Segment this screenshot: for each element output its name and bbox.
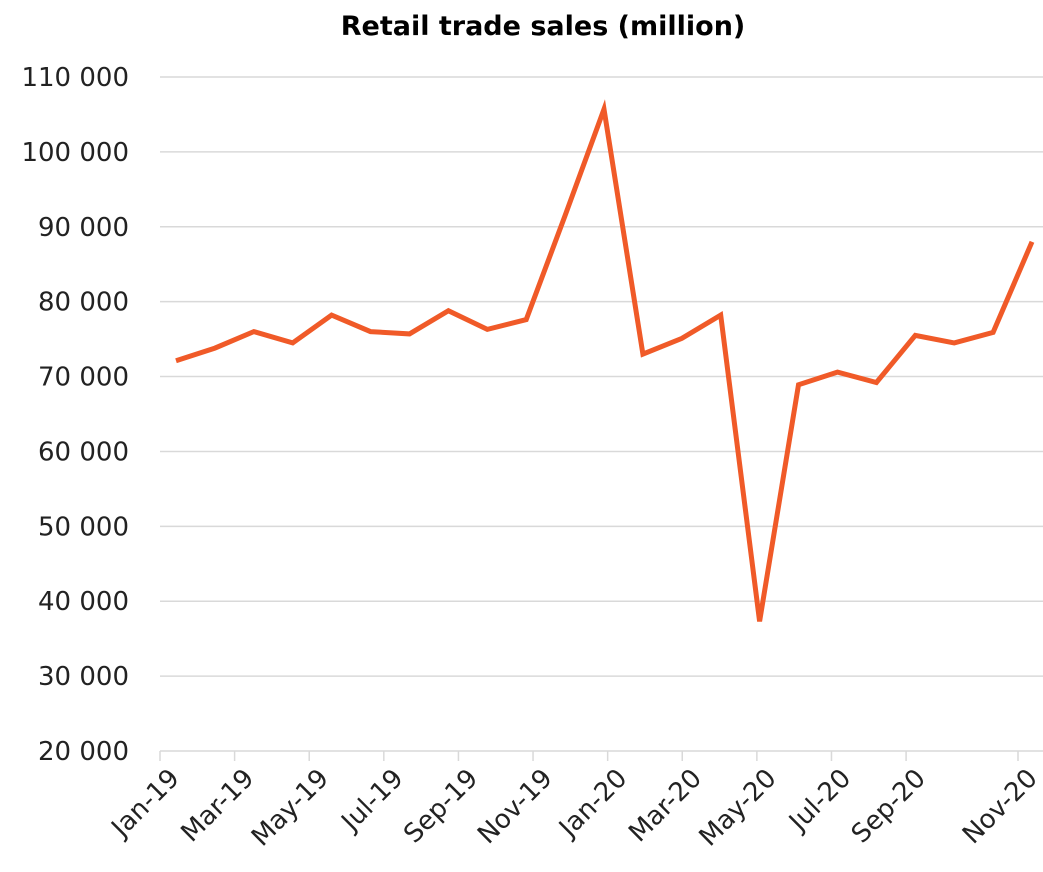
y-tick-label: 80 000 — [38, 288, 129, 318]
x-tick-label: May-20 — [694, 763, 783, 852]
x-tick-label: Nov-20 — [957, 763, 1043, 850]
y-tick-label: 70 000 — [38, 363, 129, 393]
x-tick-label: Sep-19 — [398, 763, 484, 849]
y-tick-label: 20 000 — [38, 737, 129, 767]
x-tick-label: Jan-19 — [105, 763, 186, 844]
x-tick-label: Mar-19 — [176, 763, 261, 848]
y-tick-label: 60 000 — [38, 437, 129, 467]
y-tick-label: 40 000 — [38, 587, 129, 617]
x-tick-label: Sep-20 — [846, 763, 932, 849]
y-tick-label: 30 000 — [38, 662, 129, 692]
x-tick-label: Nov-19 — [472, 763, 559, 850]
series-layer — [175, 99, 1035, 622]
y-tick-label: 100 000 — [21, 138, 129, 168]
chart-title: Retail trade sales (million) — [341, 11, 746, 42]
series-line — [175, 99, 1035, 622]
y-tick-label: 50 000 — [38, 512, 129, 542]
x-tick-label: Mar-20 — [623, 763, 708, 848]
y-tick-label: 110 000 — [21, 63, 129, 93]
x-tick-label: May-19 — [246, 763, 335, 852]
x-tick-label: Jan-20 — [552, 763, 633, 844]
gridlines — [160, 76, 1043, 677]
y-axis-tick-labels: 20 000 30 000 40 000 50 000 60 000 70 000 80 0… — [21, 63, 129, 767]
y-tick-label: 90 000 — [38, 213, 129, 243]
